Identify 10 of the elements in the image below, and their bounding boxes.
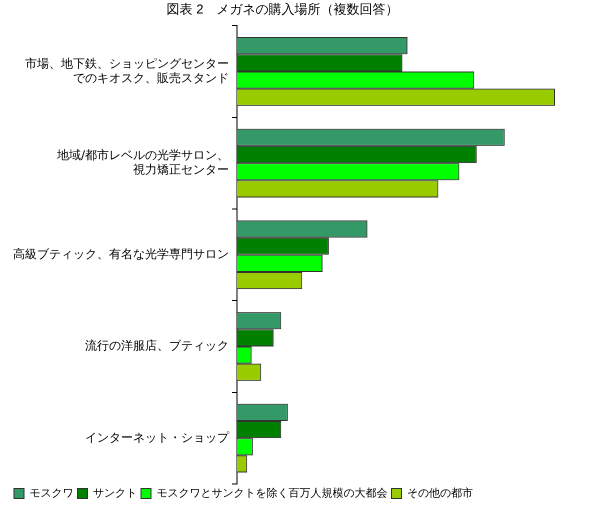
y-tick-label: 高級ブティック、有名な光学専門サロン <box>13 246 229 261</box>
chart-title: 図表 2 メガネの購入場所（複数回答） <box>166 1 398 16</box>
y-tick-label: 市場、地下鉄、ショッピングセンターでのキオスク、販売スタンド <box>25 56 229 85</box>
y-tick-label: 流行の洋服店、ブティック <box>85 338 229 353</box>
y-tick-label: インターネット・ショップ <box>85 430 230 444</box>
legend-label: サンクト <box>93 488 137 500</box>
y-tick-label: 地域/都市レベルの光学サロン、視力矯正センター <box>56 148 229 176</box>
legend-label: モスクワ <box>30 488 74 500</box>
legend-label: モスクワとサンクトを除く百万人規模の大都会 <box>156 486 388 500</box>
legend-label: その他の都市 <box>407 486 473 500</box>
